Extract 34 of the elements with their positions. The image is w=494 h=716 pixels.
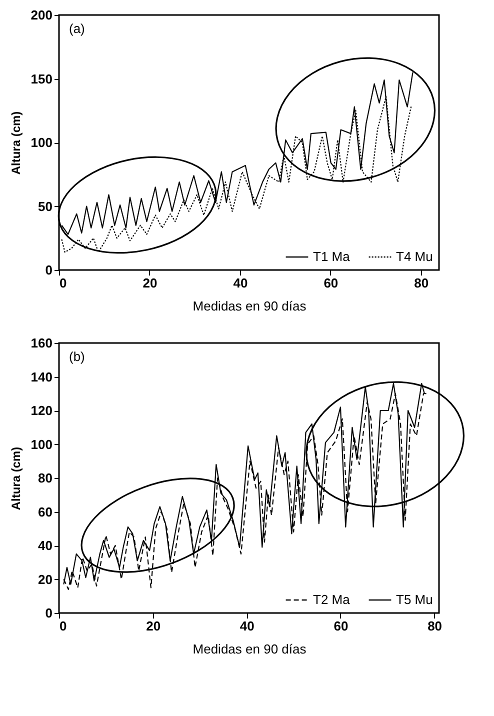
- y-tick-label: 0: [45, 262, 52, 278]
- y-axis-title: Altura (cm): [8, 446, 23, 510]
- y-tick-label: 100: [30, 135, 52, 150]
- legend-label: T2 Ma: [313, 592, 351, 607]
- y-tick-label: 0: [45, 606, 52, 620]
- y-tick-label: 120: [30, 403, 52, 418]
- y-axis-title: Altura (cm): [8, 111, 23, 175]
- legend-label: T5 Mu: [396, 592, 433, 607]
- legend-label: T4 Mu: [396, 249, 433, 264]
- annotation: (a): [69, 21, 85, 36]
- x-tick-label: 60: [324, 276, 338, 290]
- y-tick-label: 60: [38, 504, 52, 520]
- x-tick-label: 80: [428, 618, 442, 634]
- x-tick-label: 20: [142, 276, 158, 290]
- x-tick-label: 0: [60, 618, 67, 634]
- x-tick-label: 40: [240, 618, 254, 634]
- x-tick-label: 0: [60, 276, 67, 290]
- x-tick-label: 20: [146, 618, 161, 634]
- y-tick-label: 200: [30, 8, 52, 22]
- y-tick-label: 20: [38, 572, 52, 587]
- annotation: (b): [69, 349, 85, 364]
- x-tick-label: 80: [414, 276, 429, 290]
- x-axis-title: Medidas en 90 días: [192, 642, 307, 656]
- y-tick-label: 160: [30, 336, 52, 350]
- legend-label: T1 Ma: [313, 249, 351, 264]
- x-tick-label: 40: [233, 276, 248, 290]
- y-tick-label: 150: [30, 71, 52, 86]
- x-tick-label: 60: [334, 618, 348, 634]
- y-tick-label: 140: [30, 369, 52, 384]
- y-tick-label: 40: [38, 538, 52, 553]
- x-axis-title: Medidas en 90 días: [192, 298, 307, 314]
- y-tick-label: 80: [38, 470, 52, 486]
- y-tick-label: 100: [30, 436, 52, 452]
- y-tick-label: 50: [38, 198, 52, 214]
